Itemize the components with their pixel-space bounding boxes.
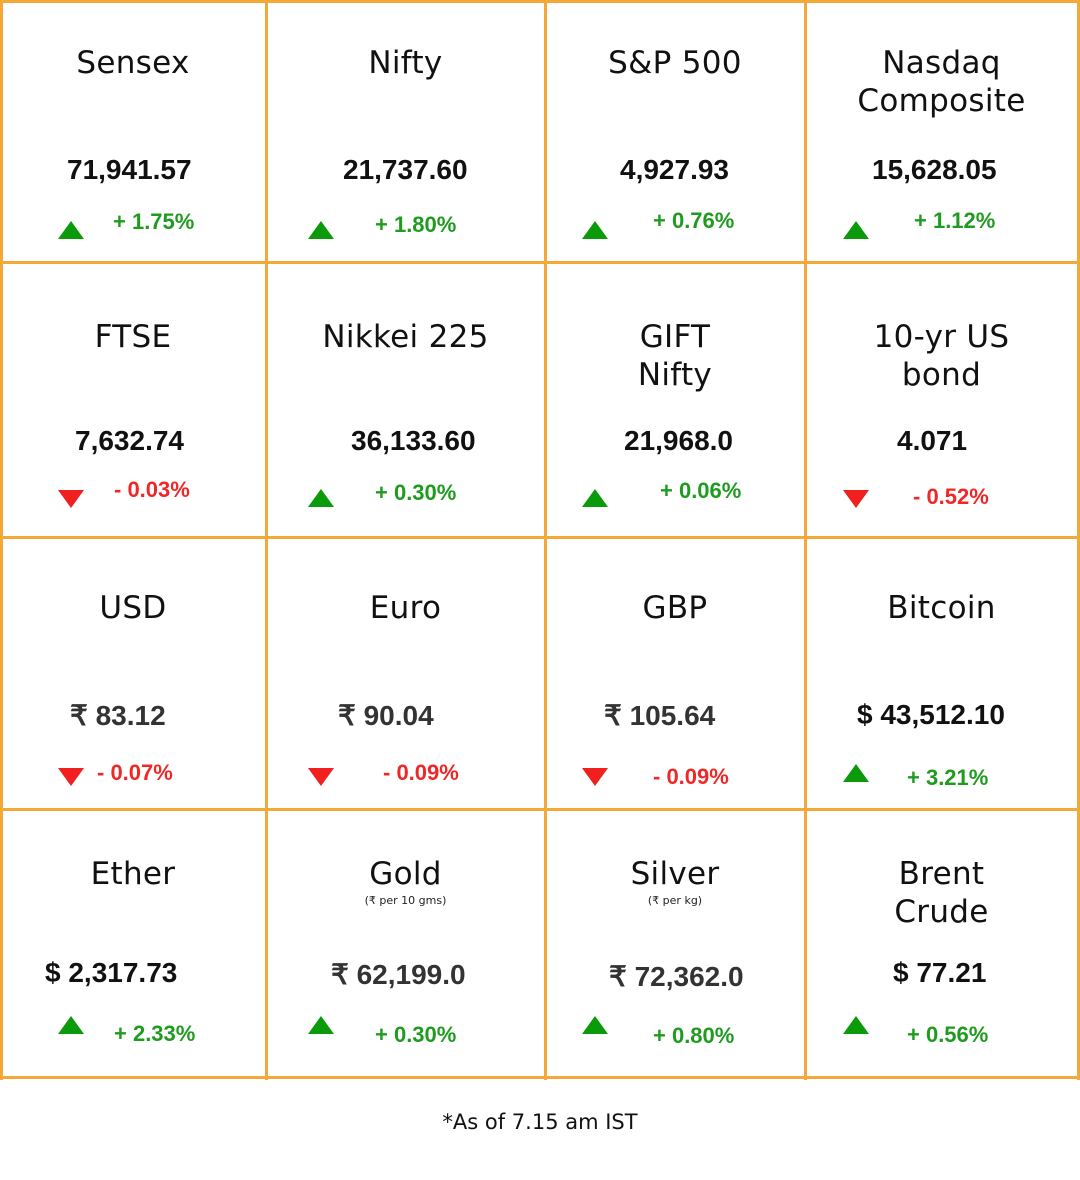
up-arrow-icon [582, 221, 608, 239]
market-name: Sensex [76, 45, 190, 81]
market-value: 21,968.0 [624, 425, 733, 456]
down-arrow-icon [843, 490, 869, 508]
market-name: S&P 500 [608, 45, 742, 81]
market-cell-sensex: Sensex 71,941.57 + 1.75% [0, 0, 266, 262]
grid-divider [544, 0, 547, 1080]
market-value: ₹ 83.12 [70, 700, 166, 731]
market-value: ₹ 62,199.0 [331, 959, 466, 990]
grid-divider [804, 0, 807, 1080]
market-value: 4,927.93 [620, 154, 729, 185]
up-arrow-icon [58, 221, 84, 239]
market-name: Ether [90, 856, 176, 892]
grid-divider [0, 536, 1080, 539]
market-change: + 0.76% [653, 208, 735, 233]
market-change: + 1.80% [375, 212, 457, 237]
timestamp-note: *As of 7.15 am IST [442, 1110, 638, 1134]
grid-border [0, 0, 1080, 3]
market-change: + 0.80% [653, 1023, 735, 1048]
market-cell-ether: Ether $ 2,317.73 + 2.33% [0, 809, 266, 1077]
market-cell-gold: Gold (₹ per 10 gms) ₹ 62,199.0 + 0.30% [266, 809, 545, 1077]
market-name: Bitcoin [887, 590, 996, 626]
market-name: Nasdaq Composite [857, 45, 1026, 119]
grid-divider [265, 0, 268, 1080]
down-arrow-icon [58, 490, 84, 508]
market-change: - 0.09% [653, 764, 729, 789]
market-cell-silver: Silver (₹ per kg) ₹ 72,362.0 + 0.80% [545, 809, 805, 1077]
market-change: - 0.07% [97, 760, 173, 785]
market-cell-us-bond: 10-yr US bond 4.071 - 0.52% [805, 262, 1078, 537]
market-change: - 0.09% [383, 760, 459, 785]
market-value: $ 77.21 [893, 957, 987, 988]
market-name: Nifty [368, 45, 443, 81]
market-change: + 1.75% [113, 209, 195, 234]
down-arrow-icon [308, 768, 334, 786]
market-value: 36,133.60 [351, 425, 476, 456]
market-name: GBP [642, 590, 708, 626]
market-unit: (₹ per 10 gms) [364, 894, 447, 907]
market-value: $ 43,512.10 [857, 699, 1005, 730]
market-cell-bitcoin: Bitcoin $ 43,512.10 + 3.21% [805, 537, 1078, 809]
grid-divider [0, 261, 1080, 264]
market-change: + 1.12% [914, 208, 996, 233]
market-cell-ftse: FTSE 7,632.74 - 0.03% [0, 262, 266, 537]
grid-border [0, 1076, 1080, 1079]
market-cell-sp500: S&P 500 4,927.93 + 0.76% [545, 0, 805, 262]
up-arrow-icon [308, 1016, 334, 1034]
market-name: Gold [369, 856, 442, 892]
market-name: Silver [630, 856, 720, 892]
market-change: - 0.52% [913, 484, 989, 509]
up-arrow-icon [843, 1016, 869, 1034]
market-cell-gbp: GBP ₹ 105.64 - 0.09% [545, 537, 805, 809]
market-cell-euro: Euro ₹ 90.04 - 0.09% [266, 537, 545, 809]
market-name: 10-yr US bond [873, 319, 1010, 393]
market-value: ₹ 72,362.0 [609, 961, 744, 992]
grid-border [1077, 0, 1080, 1080]
market-change: + 3.21% [907, 765, 989, 790]
market-name: GIFT Nifty [637, 319, 713, 393]
market-name: FTSE [94, 319, 172, 355]
up-arrow-icon [843, 764, 869, 782]
market-grid: Sensex 71,941.57 + 1.75% Nifty 21,737.60… [0, 0, 1080, 1080]
market-change: + 0.30% [375, 480, 457, 505]
market-change: + 2.33% [114, 1021, 196, 1046]
up-arrow-icon [308, 489, 334, 507]
market-name: Brent Crude [894, 856, 989, 930]
up-arrow-icon [843, 221, 869, 239]
up-arrow-icon [582, 1016, 608, 1034]
market-value: 7,632.74 [75, 425, 184, 456]
market-name: USD [99, 590, 167, 626]
market-change: + 0.56% [907, 1022, 989, 1047]
market-value: 71,941.57 [67, 154, 192, 185]
down-arrow-icon [582, 768, 608, 786]
down-arrow-icon [58, 768, 84, 786]
grid-border [0, 0, 3, 1080]
market-value: $ 2,317.73 [45, 957, 178, 988]
market-unit: (₹ per kg) [647, 894, 703, 907]
market-cell-gift-nifty: GIFT Nifty 21,968.0 + 0.06% [545, 262, 805, 537]
market-cell-nikkei: Nikkei 225 36,133.60 + 0.30% [266, 262, 545, 537]
market-cell-nifty: Nifty 21,737.60 + 1.80% [266, 0, 545, 262]
market-value: 15,628.05 [872, 154, 997, 185]
market-change: - 0.03% [114, 477, 190, 502]
market-value: 4.071 [897, 425, 968, 456]
market-cell-brent: Brent Crude $ 77.21 + 0.56% [805, 809, 1078, 1077]
market-value: 21,737.60 [343, 154, 468, 185]
market-change: + 0.30% [375, 1022, 457, 1047]
up-arrow-icon [58, 1016, 84, 1034]
market-cell-nasdaq: Nasdaq Composite 15,628.05 + 1.12% [805, 0, 1078, 262]
market-change: + 0.06% [660, 478, 742, 503]
grid-divider [0, 808, 1080, 811]
market-value: ₹ 90.04 [338, 700, 434, 731]
market-name: Nikkei 225 [322, 319, 489, 355]
market-name: Euro [369, 590, 442, 626]
up-arrow-icon [308, 221, 334, 239]
up-arrow-icon [582, 489, 608, 507]
market-cell-usd: USD ₹ 83.12 - 0.07% [0, 537, 266, 809]
market-value: ₹ 105.64 [604, 700, 716, 731]
